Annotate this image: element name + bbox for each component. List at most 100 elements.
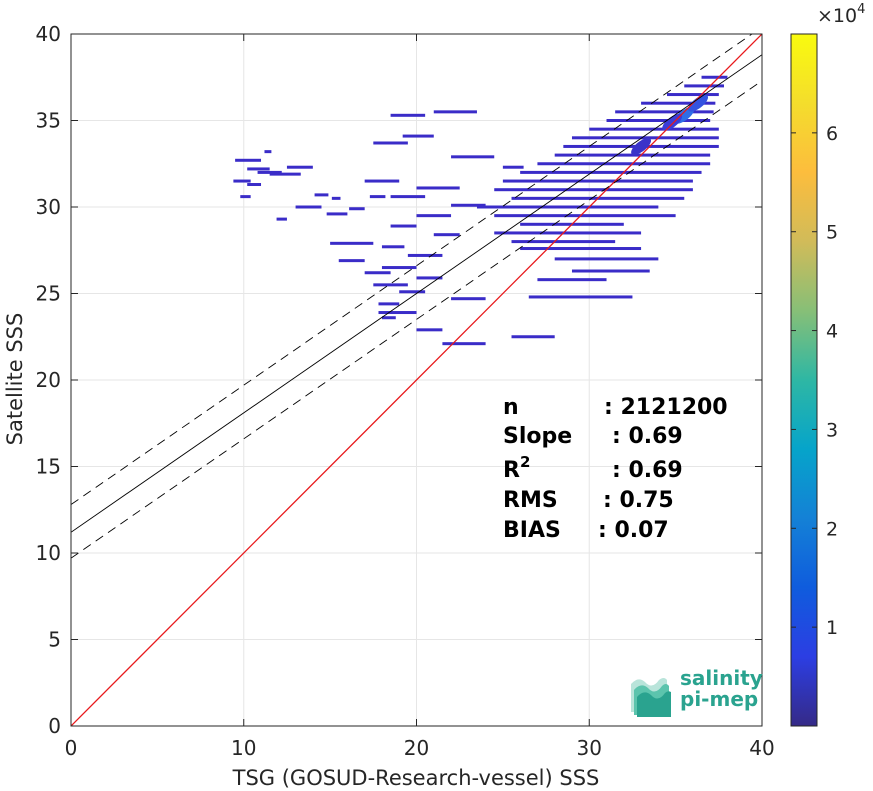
colorbar-ticks: 1 2 3 4 5 6: [791, 123, 838, 639]
density-band: [349, 207, 365, 211]
x-axis-label: TSG (GOSUD-Research-vessel) SSS: [232, 766, 600, 790]
density-band: [247, 167, 270, 171]
density-band: [606, 119, 711, 122]
density-band: [442, 342, 486, 346]
fit-lines: [71, 34, 762, 726]
density-band: [416, 186, 460, 190]
density-band: [233, 179, 251, 183]
density-band: [330, 241, 374, 245]
y-tick-label: 30: [36, 195, 61, 219]
density-band: [373, 283, 408, 287]
y-tick-label: 25: [36, 282, 61, 306]
stat-value: : 0.75: [603, 488, 674, 513]
y-tick-label: 40: [36, 22, 61, 46]
density-band: [451, 203, 486, 207]
density-band: [416, 328, 443, 332]
density-band: [240, 195, 251, 199]
density-band: [399, 290, 426, 294]
density-band: [257, 170, 282, 174]
density-band: [286, 165, 313, 169]
colorbar-exponent: ×104: [817, 2, 865, 27]
density-band: [402, 134, 434, 138]
density-band: [407, 253, 443, 257]
density-band: [235, 158, 262, 162]
y-tick-label: 0: [48, 714, 61, 738]
density-band: [381, 316, 396, 320]
axis-ticks: 0 10 20 30 40 0 5 10 15 20 25 30 35 40: [36, 22, 775, 760]
line-regression-rms: [71, 80, 762, 559]
colorbar-tick-label: 5: [826, 222, 838, 244]
density-band: [520, 170, 702, 174]
colorbar-tick-label: 2: [826, 518, 838, 540]
density-band: [373, 141, 408, 145]
stat-label: R2: [503, 453, 530, 483]
density-band: [390, 224, 417, 228]
wave-icon: [631, 678, 671, 717]
y-tick-label: 10: [36, 541, 61, 565]
density-band: [381, 245, 405, 249]
y-tick-label: 35: [36, 109, 61, 133]
density-band: [494, 214, 676, 218]
y-tick-label: 5: [48, 628, 61, 652]
salinity-logo: salinity pi-mep: [631, 666, 763, 717]
density-band: [502, 165, 524, 169]
logo-line-2: pi-mep: [680, 687, 758, 711]
density-band: [554, 153, 711, 157]
colorbar-tick-label: 1: [826, 617, 838, 639]
density-band: [331, 196, 341, 200]
density-band: [701, 75, 728, 79]
density-band: [381, 266, 417, 270]
stat-label: Slope: [503, 424, 572, 449]
logo-line-1: salinity: [680, 666, 763, 690]
density-band: [511, 335, 555, 339]
density-band: [364, 271, 391, 275]
stat-label: BIAS: [503, 518, 561, 543]
colorbar-tick-label: 6: [826, 123, 838, 145]
stat-value: : 0.69: [612, 424, 683, 449]
stats-box: n : 2121200 Slope : 0.69 R2 : 0.69 RMS : 0.75 BI…: [503, 395, 728, 543]
density-band: [247, 183, 262, 187]
density-band: [537, 278, 607, 282]
density-band: [314, 193, 329, 197]
stat-value: : 0.69: [612, 458, 683, 483]
x-tick-label: 40: [749, 736, 774, 760]
density-band: [276, 217, 287, 221]
density-band: [390, 195, 426, 199]
density-band: [494, 231, 642, 235]
density-band: [364, 179, 400, 183]
x-tick-label: 0: [65, 736, 78, 760]
stat-value: : 2121200: [604, 395, 728, 420]
x-tick-label: 30: [577, 736, 602, 760]
stat-value: : 0.07: [598, 518, 669, 543]
density-band: [511, 240, 616, 244]
y-tick-label: 20: [36, 368, 61, 392]
density-band: [615, 110, 714, 114]
density-band: [451, 155, 495, 159]
density-band: [378, 311, 417, 315]
density-band: [528, 295, 633, 299]
density-band: [666, 93, 719, 97]
density-band: [264, 150, 272, 154]
density-band: [571, 269, 650, 273]
density-band: [378, 302, 400, 306]
line-regression: [71, 54, 762, 533]
density-cloud: [233, 75, 728, 346]
density-band: [416, 276, 443, 280]
colorbar: [790, 33, 818, 727]
line-identity: [71, 34, 762, 726]
density-band: [571, 136, 719, 140]
density-band: [641, 101, 716, 105]
density-band: [433, 110, 477, 114]
density-band: [416, 214, 452, 218]
density-band: [295, 205, 322, 209]
stat-label: n: [503, 395, 519, 420]
stat-label: RMS: [503, 488, 558, 513]
density-band: [502, 179, 693, 183]
y-axis-label: Satellite SSS: [3, 313, 27, 446]
line-regression+rms: [71, 34, 753, 505]
density-band: [451, 297, 486, 301]
density-band: [326, 212, 348, 216]
density-hotspot: [631, 138, 652, 155]
density-band: [684, 84, 724, 88]
